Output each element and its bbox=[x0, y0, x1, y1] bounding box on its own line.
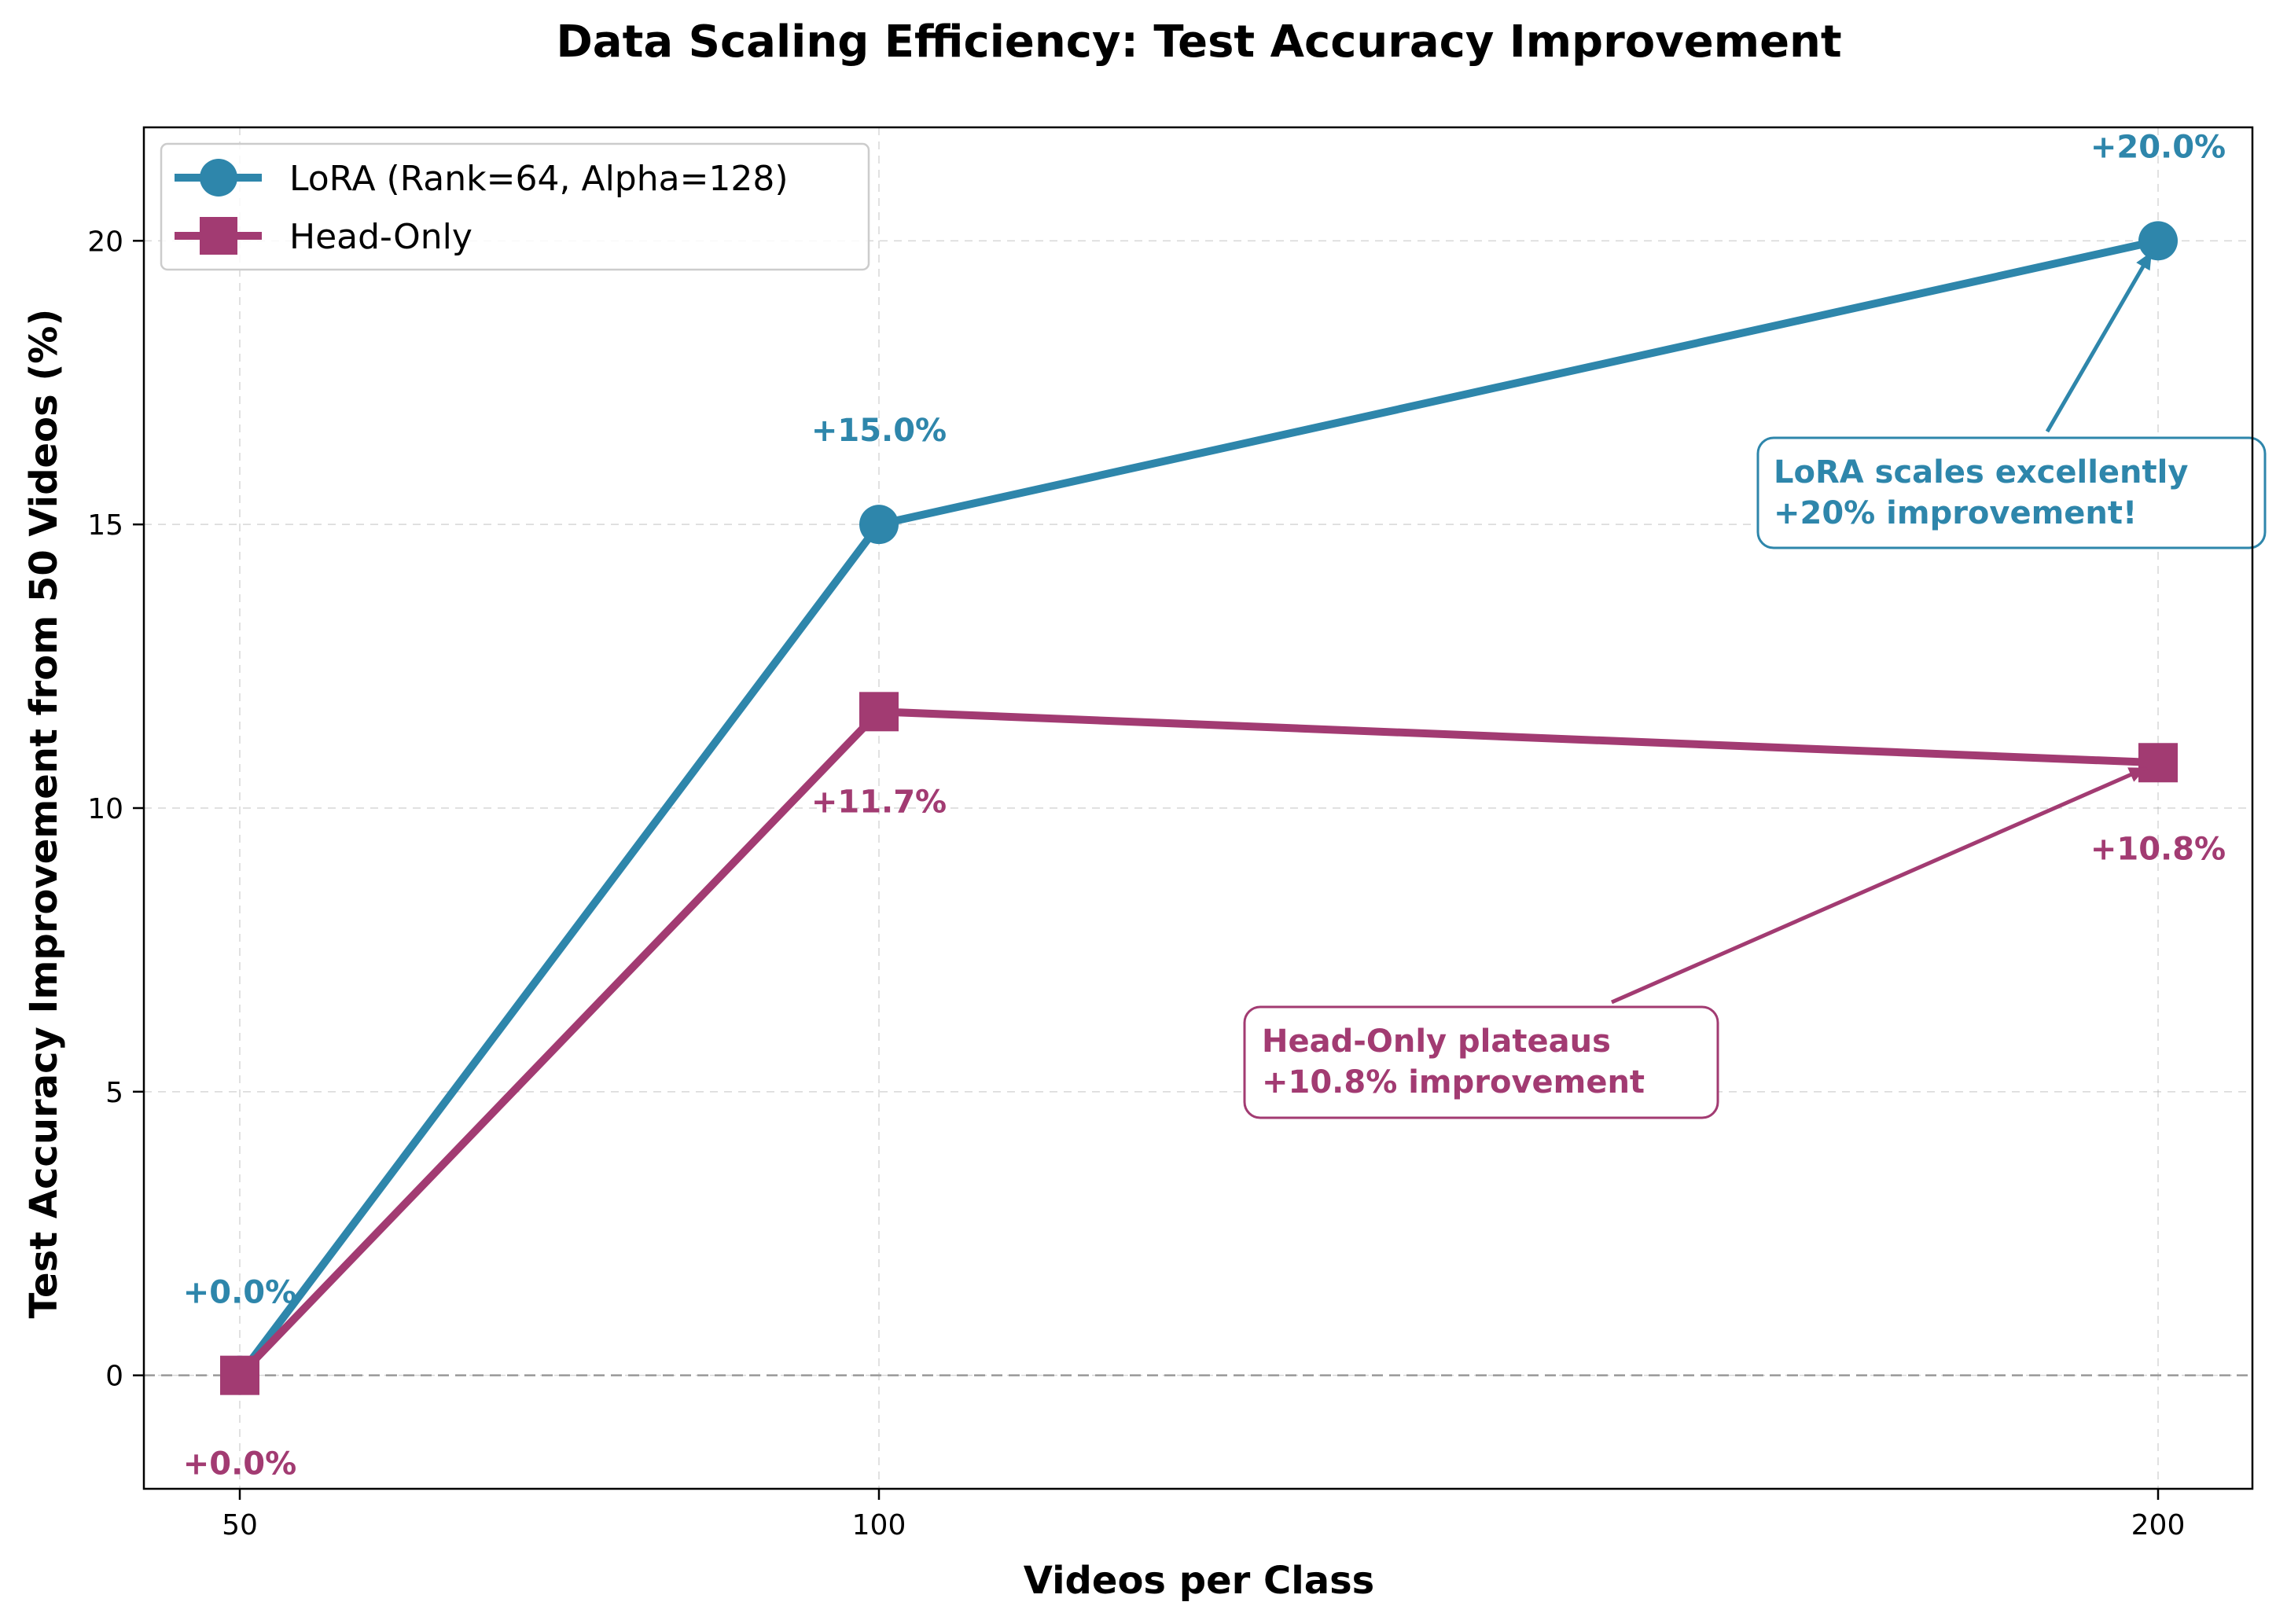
data-point-head-only bbox=[2138, 743, 2178, 783]
y-tick-label: 5 bbox=[105, 1077, 123, 1109]
y-tick-label: 15 bbox=[87, 509, 123, 542]
data-point-head-only bbox=[859, 692, 899, 732]
y-tick-label: 0 bbox=[105, 1361, 123, 1393]
annotation-text: +20% improvement! bbox=[1774, 495, 2137, 531]
data-label: +20.0% bbox=[2090, 129, 2226, 165]
annotation-arrowhead bbox=[2127, 767, 2147, 782]
annotation-text: +10.8% improvement bbox=[1262, 1064, 1645, 1100]
x-axis-label: Videos per Class bbox=[1024, 1559, 1374, 1603]
data-labels: +0.0% +15.0% +20.0% +0.0% +11.7% +10.8% bbox=[183, 129, 2226, 1482]
annotation-arrow bbox=[1610, 766, 2148, 1005]
y-tick-label: 10 bbox=[87, 793, 123, 825]
y-tick-label: 20 bbox=[87, 226, 123, 258]
data-point-lora bbox=[859, 505, 899, 545]
x-tick-label: 200 bbox=[2131, 1509, 2186, 1541]
chart-title: Data Scaling Efficiency: Test Accuracy I… bbox=[556, 17, 1841, 68]
annotation-text: Head-Only plateaus bbox=[1262, 1023, 1611, 1060]
legend-frame bbox=[160, 142, 870, 271]
annotation-box bbox=[1756, 436, 2267, 549]
data-label: +11.7% bbox=[811, 784, 947, 820]
legend-marker bbox=[200, 217, 237, 255]
x-tick-label: 100 bbox=[852, 1509, 906, 1541]
annotation-box bbox=[1243, 1005, 1719, 1119]
annotations: LoRA scales excellently +20% improvement!… bbox=[1243, 250, 2267, 1119]
legend-label: Head-Only bbox=[289, 217, 472, 257]
annotation-text: LoRA scales excellently bbox=[1774, 454, 2188, 491]
y-axis-label: Test Accuracy Improvement from 50 Videos… bbox=[22, 309, 66, 1319]
axis-ticks: 50 100 200 0 5 10 15 20 bbox=[87, 226, 2185, 1541]
data-label: +0.0% bbox=[183, 1446, 296, 1483]
legend-marker bbox=[200, 159, 237, 197]
data-point-head-only bbox=[220, 1355, 259, 1395]
data-point-lora bbox=[2138, 221, 2178, 261]
data-label: +10.8% bbox=[2090, 831, 2226, 867]
x-tick-label: 50 bbox=[222, 1509, 258, 1541]
data-label: +0.0% bbox=[183, 1275, 296, 1311]
legend: LoRA (Rank=64, Alpha=128) Head-Only bbox=[160, 142, 870, 271]
annotation-arrow bbox=[2045, 250, 2154, 433]
data-label: +15.0% bbox=[811, 413, 947, 449]
series-lines bbox=[220, 221, 2178, 1395]
legend-label: LoRA (Rank=64, Alpha=128) bbox=[289, 159, 789, 199]
annotation-arrowhead bbox=[2136, 252, 2152, 271]
